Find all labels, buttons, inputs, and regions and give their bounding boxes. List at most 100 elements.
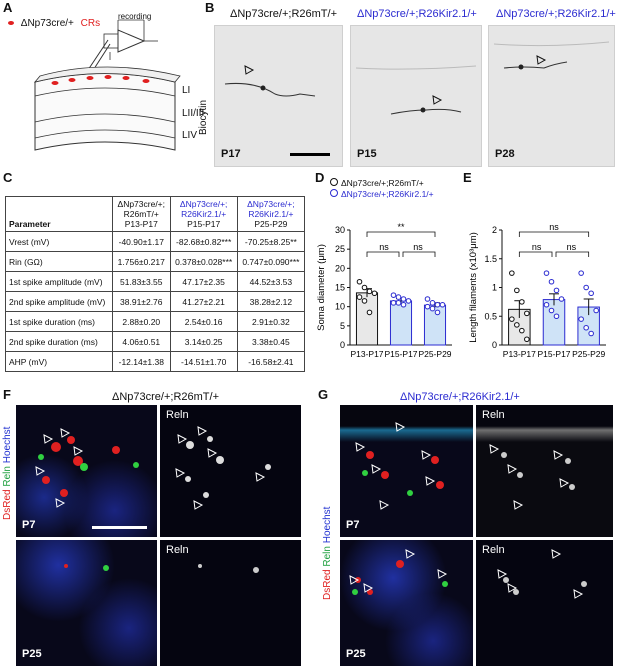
data-point xyxy=(366,309,373,316)
g-reln-p7: Reln xyxy=(476,405,613,537)
biocytin-image-p17: P17 xyxy=(214,25,343,167)
biocytin-image-p15: P15 xyxy=(350,25,482,167)
parameter-value: 0.747±0.090*** xyxy=(236,251,306,272)
biocytin-image-p28: P28 xyxy=(488,25,615,167)
dsred-label: DsRed xyxy=(322,569,333,600)
data-point xyxy=(524,336,530,343)
f-merge-p25-cells xyxy=(64,564,109,571)
bar xyxy=(423,304,447,346)
data-point xyxy=(390,292,397,298)
parameter-name: 1st spike amplitude (mV) xyxy=(5,271,113,292)
scale-bar xyxy=(290,153,330,156)
data-point xyxy=(434,301,441,308)
parameter-value: 1.756±0.217 xyxy=(112,251,171,272)
f-scale-bar xyxy=(92,526,147,529)
f-reln-p25-cells xyxy=(198,564,259,573)
y-tick-label: 20 xyxy=(335,263,345,273)
sig-label: ns xyxy=(413,242,423,252)
parameter-value: 41.27±2.21 xyxy=(169,291,238,312)
table-row: 2nd spike duration (ms) 4.06±0.51 3.14±0.2… xyxy=(5,331,306,352)
data-point xyxy=(593,307,599,314)
f-reln-p25: Reln xyxy=(160,540,301,666)
layer-label-3: LIV xyxy=(182,130,198,141)
legend-kir-label: ΔNp73cre/+;R26Kir2.1/+ xyxy=(341,189,434,199)
data-point xyxy=(583,284,589,291)
data-point xyxy=(434,309,441,316)
parameter-name: AHP (mV) xyxy=(5,351,113,372)
param-header: Parameter xyxy=(5,196,113,232)
table-row: 2nd spike amplitude (mV) 38.91±2.76 41.27±… xyxy=(5,291,306,312)
y-tick-label: 5 xyxy=(340,321,345,331)
age-tag-p15: P15 xyxy=(357,148,377,160)
panel-c-label: C xyxy=(3,170,13,185)
y-tick-label: 0.5 xyxy=(484,311,497,321)
data-point xyxy=(424,303,431,310)
col3-age: P25-P29 xyxy=(254,219,288,229)
reln-label: Reln xyxy=(2,466,13,487)
data-point xyxy=(553,313,560,320)
parameter-value: 38.91±2.76 xyxy=(112,291,171,312)
data-point xyxy=(395,294,402,300)
data-point xyxy=(524,310,530,317)
data-point xyxy=(405,298,412,304)
parameter-value: 51.83±3.55 xyxy=(112,271,171,292)
col1-age: P13-P17 xyxy=(124,219,158,229)
g-merge-p7-cells xyxy=(355,422,444,510)
legend-kir: ΔNp73cre/+;R26Kir2.1/+ xyxy=(330,189,434,200)
panel-e-label: E xyxy=(463,170,472,185)
data-point xyxy=(514,322,520,328)
b1-genotype: ΔNp73cre/+;R26mT/+ xyxy=(230,8,338,20)
data-point xyxy=(519,327,525,334)
data-point xyxy=(553,287,560,294)
legend-control: ΔNp73cre/+;R26mT/+ xyxy=(330,178,434,189)
y-tick-label: 1 xyxy=(492,283,497,293)
y-tick-label: 0 xyxy=(340,340,345,350)
hoechst-label: Hoechst xyxy=(2,426,13,464)
table-row: 1st spike duration (ms) 2.88±0.20 2.54±0.1… xyxy=(5,311,306,332)
layer-label-1: LI xyxy=(182,85,191,96)
col2-genotype: ΔNp73cre/+; R26Kir2.1/+ xyxy=(179,199,228,219)
y-tick-label: 1.5 xyxy=(484,254,497,264)
col1-header: ΔNp73cre/+; R26mT/+ P13-P17 xyxy=(112,196,171,232)
data-point xyxy=(439,301,446,308)
kir-point-icon xyxy=(330,189,338,197)
sig-bracket xyxy=(366,231,436,237)
parameter-value: -70.25±8.25** xyxy=(236,231,306,252)
legend-cells: CRs xyxy=(80,18,101,29)
f-channel-label: DsRed Reln Hoechst xyxy=(2,427,13,520)
panel-f-label: F xyxy=(3,387,11,402)
control-point-icon xyxy=(330,178,338,186)
y-tick-label: 0 xyxy=(492,340,497,350)
parameter-name: 2nd spike duration (ms) xyxy=(5,331,113,352)
data-point xyxy=(578,270,584,276)
data-point xyxy=(361,298,368,304)
data-point xyxy=(548,307,555,314)
sig-bracket xyxy=(402,251,436,257)
f-age-p7: P7 xyxy=(22,519,36,531)
parameter-value: 2.91±0.32 xyxy=(236,311,306,332)
parameter-name: Rin (GΩ) xyxy=(5,251,113,272)
g-reln-p7-cells xyxy=(489,444,575,510)
data-point xyxy=(583,324,589,331)
panel-b-label: B xyxy=(205,0,215,15)
data-point xyxy=(509,316,515,322)
f-genotype: ΔNp73cre/+;R26mT/+ xyxy=(112,391,220,403)
x-tick-label: P25-P29 xyxy=(418,349,451,359)
parameter-name: 1st spike duration (ms) xyxy=(5,311,113,332)
parameter-value: -14.51±1.70 xyxy=(169,351,238,372)
table-row: AHP (mV) -12.14±1.38 -14.51±1.70 -16.58±2.4… xyxy=(5,351,306,372)
parameter-name: 2nd spike amplitude (mV) xyxy=(5,291,113,312)
col3-genotype: ΔNp73cre/+; R26Kir2.1/+ xyxy=(247,199,295,219)
data-point xyxy=(395,300,402,306)
g-genotype: ΔNp73cre/+;R26Kir2.1/+ xyxy=(400,391,520,403)
g-age-p7: P7 xyxy=(346,519,360,531)
g-reln-label-p25: Reln xyxy=(482,544,505,556)
cr-legend: ΔNp73cre/+ CRs xyxy=(8,18,100,29)
sig-label: ns xyxy=(549,222,559,232)
data-point xyxy=(588,290,594,297)
y-axis-label: Soma diameter (μm) xyxy=(316,244,327,331)
data-point xyxy=(390,300,397,306)
data-point xyxy=(400,296,407,302)
col1-genotype: ΔNp73cre/+; R26mT/+ xyxy=(117,199,166,219)
g-reln-label: Reln xyxy=(482,409,505,421)
